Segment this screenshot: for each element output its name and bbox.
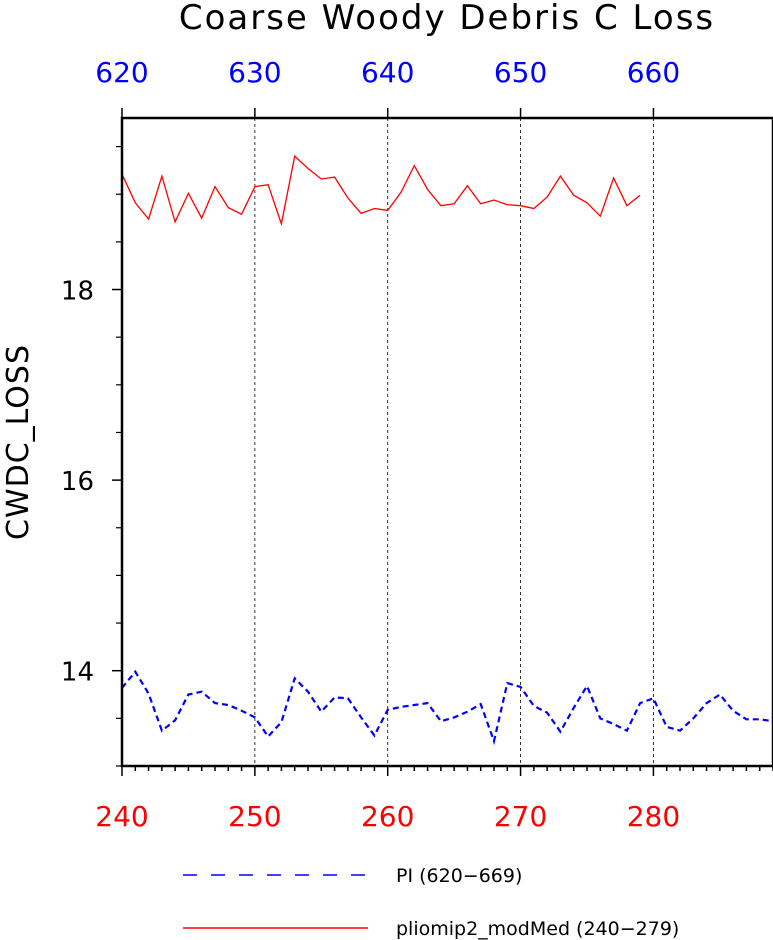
grid-lines xyxy=(254,118,654,766)
y-tick-label-16: 16 xyxy=(61,467,94,497)
top-tick-label-640: 640 xyxy=(361,56,414,89)
y-tick-label-14: 14 xyxy=(61,658,94,688)
top-tick-label-660: 660 xyxy=(627,56,680,89)
bottom-tick-label-240: 240 xyxy=(95,800,148,833)
series-line-0 xyxy=(121,669,773,746)
legend: PI (620−669) pliomip2_modMed (240−279) xyxy=(183,865,679,940)
top-tick-label-620: 620 xyxy=(95,56,148,89)
top-tick-label-630: 630 xyxy=(228,56,281,89)
y-tick-label-18: 18 xyxy=(61,277,94,307)
bottom-tick-label-270: 270 xyxy=(494,800,547,833)
chart-title: Coarse Woody Debris C Loss xyxy=(179,0,715,38)
axis-ticks xyxy=(112,108,773,776)
bottom-tick-label-250: 250 xyxy=(228,800,281,833)
series-layer xyxy=(121,154,773,746)
tick-labels: 240 250 260 270 280 620 630 640 650 660 14 16 18 xyxy=(61,56,680,833)
legend-label-pi: PI (620−669) xyxy=(396,865,522,887)
y-axis-label: CWDC_LOSS xyxy=(1,344,36,540)
bottom-tick-label-260: 260 xyxy=(361,800,414,833)
top-tick-label-650: 650 xyxy=(494,56,547,89)
legend-label-pliomip2: pliomip2_modMed (240−279) xyxy=(396,918,679,940)
plot-frame xyxy=(120,116,773,768)
series-line-1 xyxy=(121,154,641,227)
bottom-tick-label-280: 280 xyxy=(627,800,680,833)
